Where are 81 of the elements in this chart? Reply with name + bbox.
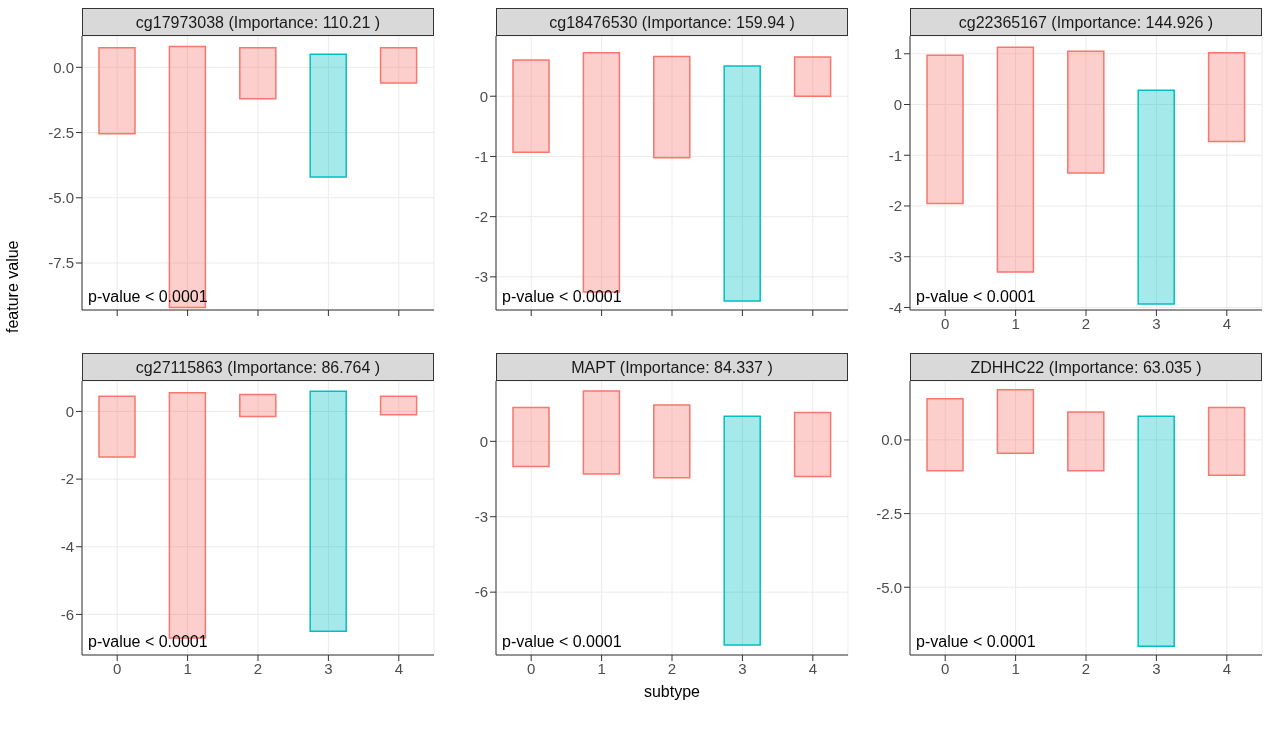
y-tick-label: 0 bbox=[65, 402, 74, 420]
y-tick-label: 0 bbox=[893, 95, 902, 113]
x-tick-label: 0 bbox=[527, 659, 536, 677]
y-tick-label: -2.5 bbox=[48, 123, 74, 141]
y-tick-label: -2 bbox=[474, 207, 488, 225]
annotation: p-value < 0.0001 bbox=[502, 633, 622, 651]
bar bbox=[1137, 89, 1175, 305]
bar bbox=[1137, 415, 1175, 647]
bar bbox=[653, 404, 691, 479]
y-tick-label: -2 bbox=[888, 197, 902, 215]
chart-title: cg18476530 (Importance: 159.94 ) bbox=[496, 8, 848, 36]
y-tick-label: -6 bbox=[474, 583, 488, 601]
x-tick-label: 1 bbox=[597, 659, 606, 677]
annotation: p-value < 0.0001 bbox=[88, 288, 208, 306]
bar bbox=[239, 46, 277, 100]
annotation: p-value < 0.0001 bbox=[916, 633, 1036, 651]
x-tick-label: 3 bbox=[1152, 314, 1161, 332]
y-tick-label: 0 bbox=[479, 432, 488, 450]
y-tick-label: 1 bbox=[893, 45, 902, 63]
y-tick-label: -4 bbox=[60, 538, 74, 556]
y-tick-label: -5.0 bbox=[876, 578, 902, 596]
bar bbox=[1067, 50, 1105, 174]
bar bbox=[996, 389, 1035, 454]
y-tick-label: -6 bbox=[60, 605, 74, 623]
bar bbox=[512, 406, 550, 468]
bar bbox=[996, 46, 1035, 273]
x-tick-label: 4 bbox=[1222, 659, 1231, 677]
x-tick-label: 1 bbox=[1011, 659, 1020, 677]
x-tick-label: 3 bbox=[1152, 659, 1161, 677]
bar bbox=[926, 397, 964, 472]
bar bbox=[98, 46, 136, 135]
x-tick-label: 2 bbox=[253, 659, 263, 677]
bar bbox=[793, 411, 832, 478]
x-tick-label: 0 bbox=[941, 659, 950, 677]
x-tick-label: 4 bbox=[394, 659, 403, 677]
bar bbox=[723, 65, 761, 302]
x-tick-label: 1 bbox=[183, 659, 192, 677]
x-tick-label: 0 bbox=[113, 659, 122, 677]
y-tick-label: -5.0 bbox=[48, 189, 74, 207]
annotation: p-value < 0.0001 bbox=[502, 288, 622, 306]
y-tick-label: -3 bbox=[474, 268, 488, 286]
chart-title: MAPT (Importance: 84.337 ) bbox=[496, 353, 848, 381]
x-axis-title: subtype bbox=[642, 683, 701, 701]
bar bbox=[582, 390, 621, 475]
y-tick-label: 0.0 bbox=[53, 58, 74, 76]
y-axis-title: feature value bbox=[4, 240, 22, 333]
y-tick-label: 0 bbox=[479, 87, 488, 105]
bar bbox=[379, 46, 418, 84]
x-tick-label: 1 bbox=[1011, 314, 1020, 332]
annotation: p-value < 0.0001 bbox=[916, 288, 1036, 306]
chart-title: ZDHHC22 (Importance: 63.035 ) bbox=[910, 353, 1262, 381]
x-tick-label: 3 bbox=[324, 659, 333, 677]
bar bbox=[653, 55, 691, 159]
annotation: p-value < 0.0001 bbox=[88, 633, 208, 651]
y-tick-label: -1 bbox=[888, 146, 902, 164]
bar bbox=[723, 415, 761, 646]
chart-title: cg27115863 (Importance: 86.764 ) bbox=[82, 353, 434, 381]
bar bbox=[1067, 411, 1105, 472]
chart-title: cg22365167 (Importance: 144.926 ) bbox=[910, 8, 1262, 36]
y-tick-label: -2.5 bbox=[876, 504, 902, 522]
y-tick-label: -3 bbox=[888, 248, 902, 266]
y-tick-label: -3 bbox=[474, 508, 488, 526]
bar bbox=[309, 53, 347, 178]
y-tick-label: -4 bbox=[888, 298, 902, 316]
y-tick-label: -2 bbox=[60, 470, 74, 488]
x-tick-label: 4 bbox=[808, 659, 817, 677]
bar bbox=[926, 54, 964, 205]
y-tick-label: 0.0 bbox=[881, 431, 902, 449]
bar bbox=[512, 59, 550, 153]
x-tick-label: 2 bbox=[667, 659, 677, 677]
x-tick-label: 4 bbox=[1222, 314, 1231, 332]
y-tick-label: -1 bbox=[474, 147, 488, 165]
chart-title: cg17973038 (Importance: 110.21 ) bbox=[82, 8, 434, 36]
x-tick-label: 2 bbox=[1081, 314, 1091, 332]
bar bbox=[1207, 51, 1246, 143]
y-tick-label: -7.5 bbox=[48, 254, 74, 272]
bar bbox=[1207, 406, 1246, 477]
bar bbox=[793, 56, 832, 97]
x-tick-label: 2 bbox=[1081, 659, 1091, 677]
x-tick-label: 3 bbox=[738, 659, 747, 677]
x-tick-label: 0 bbox=[941, 314, 950, 332]
